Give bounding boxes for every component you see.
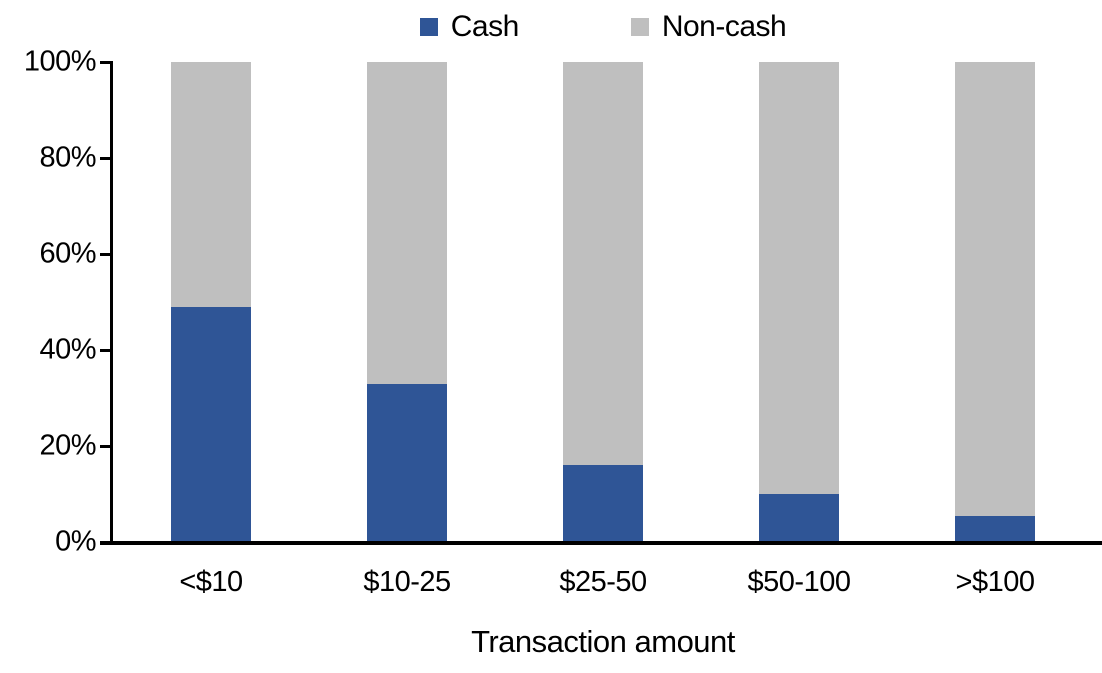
bar-noncash-segment [759,62,839,494]
stacked-bar [171,62,251,542]
bar-cash-segment [367,383,447,542]
legend-swatch-icon [419,18,438,36]
legend-label: Cash [450,10,520,43]
stacked-bar [759,62,839,542]
legend-item-cash: Cash [419,10,520,43]
bar-cash-segment [955,515,1035,542]
bar-cash-segment [171,306,251,542]
bar-cash-segment [563,465,643,542]
x-tick-label: <$10 [179,566,243,598]
y-tick-label: 80% [39,141,96,174]
legend-item-non-cash: Non-cash [630,10,787,43]
bar-noncash-segment [367,62,447,384]
y-tick-label: 60% [39,237,96,270]
x-axis-title: Transaction amount [471,624,735,659]
x-tick-label: $10-25 [363,566,451,598]
y-tick-label: 100% [23,45,97,78]
legend-swatch-icon [630,18,649,36]
bar-noncash-segment [955,62,1035,516]
y-axis-tick [100,445,113,448]
y-axis-tick [100,541,113,544]
x-axis-tick-labels: <$10 $10-25 $25-50 $50-100 >$100 [113,566,1093,599]
y-axis-tick [100,349,113,352]
y-axis-tick [100,157,113,160]
x-axis-line [100,541,1102,545]
stacked-bar [563,62,643,542]
legend-label: Non-cash [661,10,787,43]
y-tick-label: 20% [39,429,96,462]
bar-noncash-segment [171,62,251,307]
x-tick-label: >$100 [955,566,1035,598]
y-tick-label: 0% [55,525,96,558]
bar-slot [701,62,897,542]
bar-cash-segment [759,494,839,542]
y-axis-line [110,62,113,543]
bar-noncash-segment [563,62,643,466]
stacked-bar [955,62,1035,542]
stacked-bar [367,62,447,542]
plot-area [113,62,1093,542]
y-axis-tick [100,253,113,256]
bar-slot [897,62,1093,542]
bar-slot [309,62,505,542]
y-axis-tick [100,61,113,64]
y-tick-label: 40% [39,333,96,366]
x-tick-label: $50-100 [747,566,851,598]
chart-legend: Cash Non-cash [113,12,1093,42]
bar-slot [113,62,309,542]
bar-slot [505,62,701,542]
x-tick-label: $25-50 [559,566,647,598]
